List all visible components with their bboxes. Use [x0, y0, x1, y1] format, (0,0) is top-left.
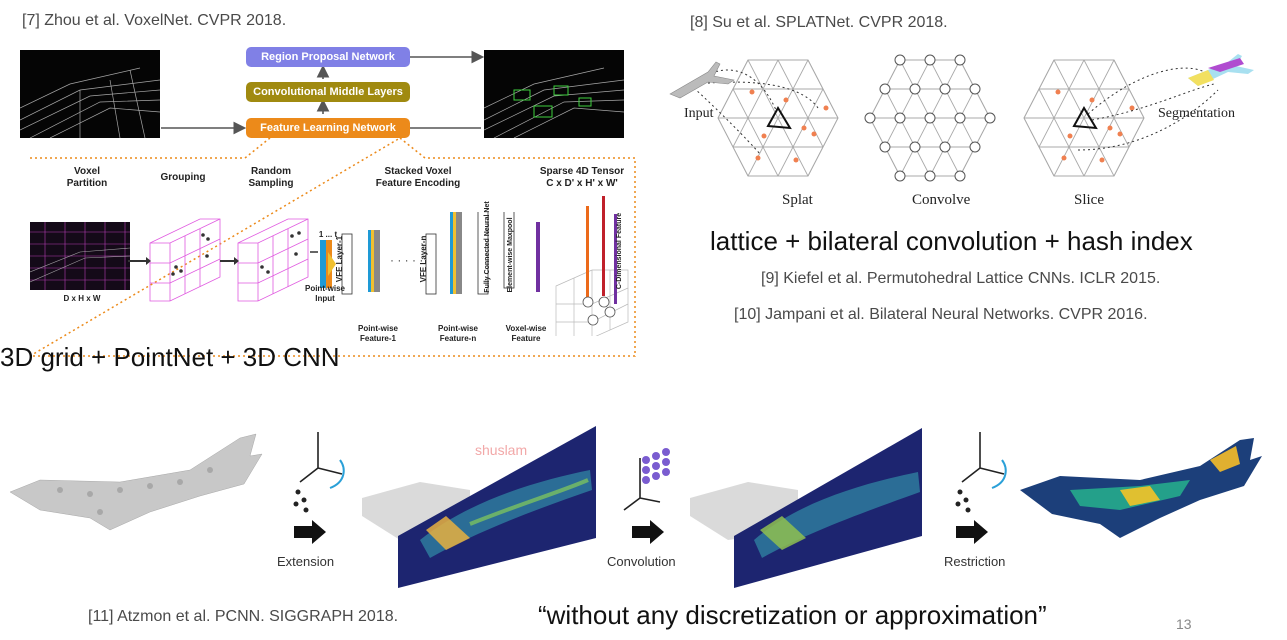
- svg-text:· · · · · ·: · · · · · ·: [390, 253, 431, 267]
- random-sampling-label: Random Sampling: [248, 166, 294, 189]
- vfe-layer-n-label: VFE Layer-n: [419, 235, 428, 283]
- vfe-layer-1-label: VFE Layer-1: [335, 235, 344, 283]
- convolutional-middle-layers-block: Convolutional Middle Layers: [246, 82, 410, 102]
- voxel-grid-drawing: [30, 222, 130, 290]
- element-wise-maxpool-label: Element-wise Maxpool: [507, 217, 514, 293]
- feature-learning-network-block: Feature Learning Network: [246, 118, 410, 138]
- feature-learning-detail-frame: [30, 137, 636, 357]
- sparse-4d-tensor-label: Sparse 4D Tensor C x D' x H' x W': [539, 166, 625, 189]
- point-wise-feature-1-label: Point-wise Feature-1: [357, 324, 398, 343]
- jampani-reference: [10] Jampani et al. Bilateral Neural Net…: [734, 306, 1148, 323]
- lidar-scan-drawing: [20, 67, 160, 138]
- voxelnet-top-arrows: [161, 50, 485, 135]
- region-proposal-network-block: Region Proposal Network: [246, 47, 410, 67]
- point-wise-input-label: Point-wise Input: [304, 284, 345, 303]
- splatnet-caption: lattice + bilateral convolution + hash i…: [710, 226, 1193, 256]
- pcnn-pipeline-diagram: [9, 426, 1262, 588]
- pcnn-quote: “without any discretization or approxima…: [538, 600, 1047, 630]
- splatnet-citation: [8] Su et al. SPLATNet. CVPR 2018.: [690, 14, 948, 31]
- splatnet-lattice-diagram: [669, 54, 1254, 182]
- slide-number: 13: [1176, 616, 1192, 632]
- vfe-stack-drawing: · · · · · ·: [310, 212, 540, 295]
- voxel-partition-label: Voxel Partition: [66, 166, 108, 189]
- voxelnet-citation: [7] Zhou et al. VoxelNet. CVPR 2018.: [22, 12, 287, 29]
- slice-label: Slice: [1074, 192, 1104, 208]
- input-label: Input: [684, 106, 714, 121]
- sparse-4d-tensor-drawing: [555, 196, 629, 336]
- voxel-partition-image: [30, 222, 130, 290]
- kiefel-reference: [9] Kiefel et al. Permutohedral Lattice …: [761, 270, 1161, 287]
- stacked-voxel-feature-encoding-label: Stacked Voxel Feature Encoding: [375, 166, 461, 189]
- restriction-label: Restriction: [944, 554, 1006, 569]
- lidar-detection-drawing: [484, 67, 624, 138]
- dimensions-label: D x H x W: [63, 294, 101, 303]
- grouping-label: Grouping: [160, 172, 206, 183]
- dots-1-t-label: 1 ... t: [318, 230, 338, 239]
- point-wise-feature-n-label: Point-wise Feature-n: [437, 324, 478, 343]
- convolution-label: Convolution: [607, 554, 676, 569]
- c-dimensional-feature-label: C-Dimensional Feature: [616, 212, 623, 290]
- fully-connected-neural-net-label: Fully Connected Neural Net: [484, 201, 491, 293]
- splat-label: Splat: [782, 192, 813, 208]
- voxelnet-caption: 3D grid + PointNet + 3D CNN: [0, 342, 340, 372]
- extension-label: Extension: [277, 554, 335, 569]
- segmentation-label: Segmentation: [1158, 106, 1235, 121]
- lidar-scan-input-image: [20, 50, 160, 138]
- grouping-sampling-cubes: [128, 218, 309, 302]
- watermark-text: shuslam: [475, 442, 528, 458]
- voxel-wise-feature-label: Voxel-wise Feature: [505, 324, 547, 343]
- lidar-scan-detection-image: [484, 50, 624, 138]
- pcnn-citation: [11] Atzmon et al. PCNN. SIGGRAPH 2018.: [88, 608, 399, 625]
- convolve-label: Convolve: [912, 192, 971, 208]
